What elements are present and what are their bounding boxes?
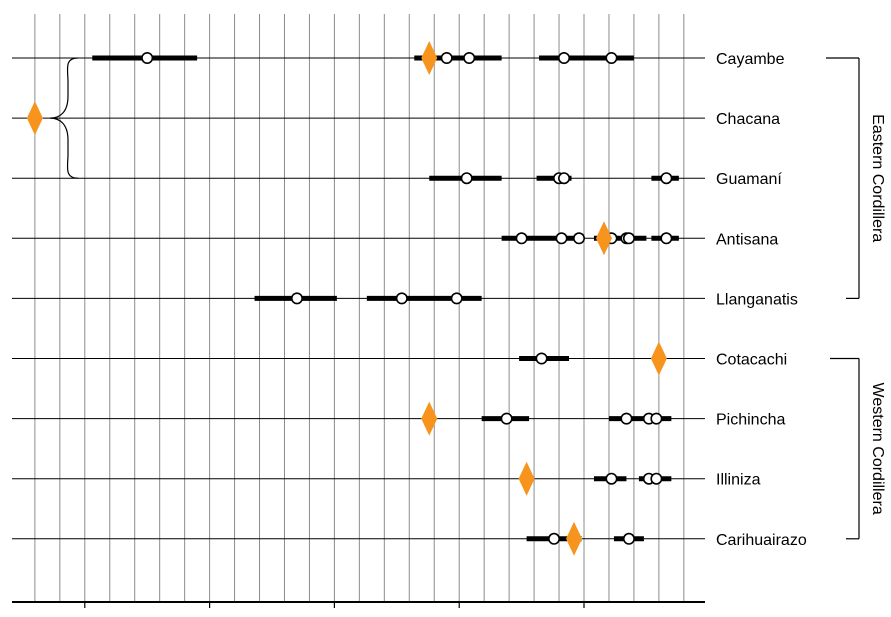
- estimate-point-pichincha: [650, 412, 663, 425]
- x-axis: 2.5 2 1.5 1 0.5: [12, 601, 705, 617]
- estimate-point-carihuairazo: [548, 532, 561, 545]
- estimate-point-cayambe: [605, 51, 618, 64]
- estimate-point-guamani: [660, 172, 673, 185]
- diamond-marker-antisana: [595, 221, 612, 256]
- label-illiniza: Illiniza: [716, 472, 761, 489]
- estimate-point-llanganatis: [450, 292, 463, 305]
- label-carihuairazo: Carihuairazo: [716, 532, 807, 549]
- diamond-marker-pichincha: [421, 401, 438, 436]
- estimate-point-antisana: [515, 232, 528, 245]
- estimate-point-cotacachi: [535, 352, 548, 365]
- grid: [34, 14, 685, 602]
- intervals: [92, 51, 679, 545]
- group-label-western-cordillera: Western Cordillera: [869, 383, 886, 515]
- brace: [49, 57, 79, 179]
- x-tick-label: 2.5: [74, 615, 95, 617]
- estimate-point-cayambe: [558, 51, 571, 64]
- estimate-point-carihuairazo: [622, 532, 635, 545]
- diamond-marker-chacana: [26, 101, 43, 136]
- estimate-point-cayambe: [440, 51, 453, 64]
- label-guamani: Guamaní: [716, 171, 782, 188]
- label-cotacachi: Cotacachi: [716, 352, 787, 369]
- estimate-point-antisana: [555, 232, 568, 245]
- rows: [12, 57, 705, 540]
- label-cayambe: Cayambe: [716, 51, 785, 68]
- estimate-point-illiniza: [650, 472, 663, 485]
- estimate-point-llanganatis: [395, 292, 408, 305]
- diamond-marker-carihuairazo: [566, 521, 583, 556]
- markers: [26, 41, 667, 556]
- estimate-point-pichincha: [500, 412, 513, 425]
- estimate-point-pichincha: [620, 412, 633, 425]
- estimate-point-cayambe: [141, 51, 154, 64]
- estimate-point-guamani: [558, 172, 571, 185]
- diamond-marker-cayambe: [421, 41, 438, 75]
- x-tick-label: 1: [455, 615, 463, 617]
- estimate-point-antisana: [573, 232, 586, 245]
- estimate-point-illiniza: [605, 472, 618, 485]
- label-chacana: Chacana: [716, 111, 780, 128]
- estimate-point-cayambe: [463, 51, 476, 64]
- label-antisana: Antisana: [716, 231, 778, 248]
- estimate-point-antisana: [660, 232, 673, 245]
- estimate-point-llanganatis: [290, 292, 303, 305]
- estimate-point-antisana: [622, 232, 635, 245]
- volcano-labels: Cayambe Chacana Guamaní Antisana Llanganatis…: [716, 51, 807, 549]
- label-llanganatis: Llanganatis: [716, 291, 798, 308]
- x-tick-label: 2: [205, 615, 213, 617]
- x-tick-label: 1.5: [324, 615, 345, 617]
- diamond-marker-illiniza: [518, 461, 535, 496]
- chacana-bracket: [49, 57, 79, 179]
- estimate-point-guamani: [460, 172, 473, 185]
- group-label-eastern-cordillera: Eastern Cordillera: [869, 114, 886, 242]
- label-pichincha: Pichincha: [716, 412, 785, 429]
- cordillera-groups: Eastern Cordillera Western Cordillera: [826, 57, 886, 540]
- diamond-marker-cotacachi: [650, 341, 667, 376]
- x-tick-label: 0.5: [574, 615, 595, 617]
